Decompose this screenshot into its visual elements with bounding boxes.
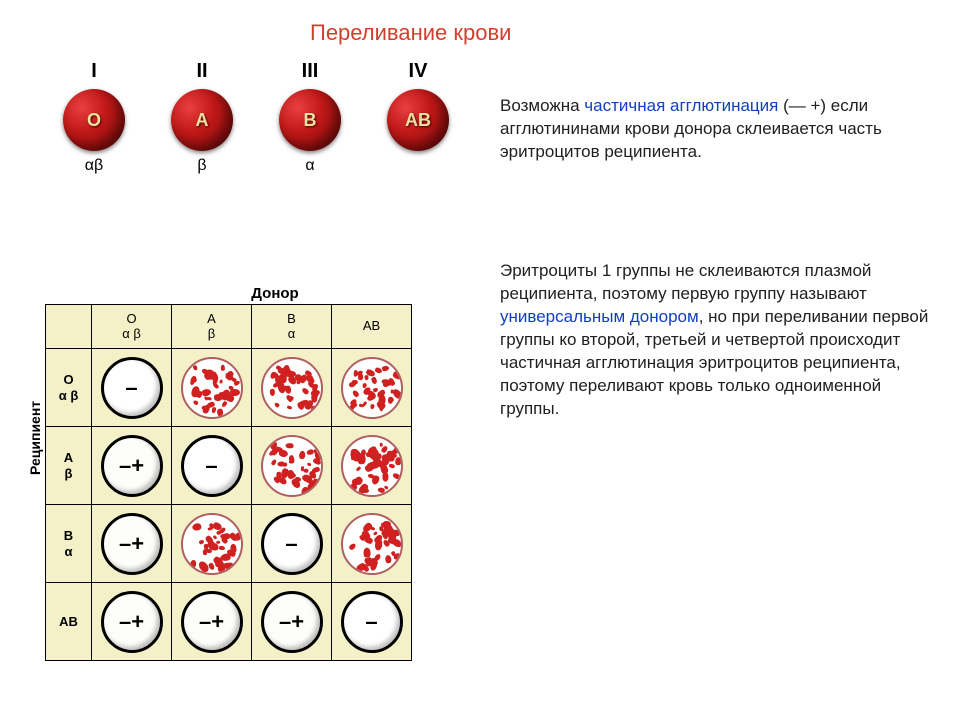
compat-cell [252, 349, 332, 427]
no-agglutination-icon: – [101, 357, 163, 419]
compat-cell [332, 427, 412, 505]
blood-type-column: IOαβ [55, 60, 133, 175]
erythrocyte-icon: AB [387, 89, 449, 151]
p2-highlight: универсальным донором [500, 307, 699, 326]
roman-numeral: II [196, 60, 207, 83]
partial-agglutination-icon: –+ [181, 591, 243, 653]
donor-column-head: Oα β [92, 305, 172, 349]
paragraph-partial-agglutination: Возможна частичная агглютинация (— +) ес… [500, 95, 930, 164]
partial-agglutination-icon: –+ [101, 591, 163, 653]
partial-agglutination-icon: –+ [101, 513, 163, 575]
compat-cell [172, 505, 252, 583]
agglutination-speckles [343, 515, 401, 573]
full-agglutination-icon [261, 357, 323, 419]
donor-axis-label: Донор [45, 285, 445, 302]
paragraph-universal-donor: Эритроциты 1 группы не склеиваются плазм… [500, 260, 930, 421]
partial-agglutination-icon: –+ [101, 435, 163, 497]
blood-type-column: II Aβ [163, 60, 241, 175]
agglutination-speckles [343, 437, 401, 495]
recipient-row-head: Aβ [46, 427, 92, 505]
erythrocyte-icon: B [279, 89, 341, 151]
no-agglutination-icon: – [341, 591, 403, 653]
compat-cell: – [332, 583, 412, 661]
compat-cell: –+ [92, 505, 172, 583]
no-agglutination-icon: – [181, 435, 243, 497]
erythrocyte-icon: O [63, 89, 125, 151]
roman-numeral: IV [409, 60, 428, 83]
compat-cell [332, 349, 412, 427]
full-agglutination-icon [341, 357, 403, 419]
compat-cell [332, 505, 412, 583]
recipient-row-head: Bα [46, 505, 92, 583]
agglutination-speckles [183, 515, 241, 573]
recipient-row-head: AB [46, 583, 92, 661]
recipient-axis-label: Реципиент [27, 401, 43, 475]
compatibility-table-wrapper: Донор Реципиент Oα βAβBαABOα β–Aβ–+–Bα–+… [45, 285, 445, 661]
compat-cell [252, 427, 332, 505]
no-agglutination-icon: – [261, 513, 323, 575]
donor-column-head: AB [332, 305, 412, 349]
agglutination-speckles [263, 359, 321, 417]
full-agglutination-icon [181, 513, 243, 575]
recipient-row-head: Oα β [46, 349, 92, 427]
p2-pre: Эритроциты 1 группы не склеиваются плазм… [500, 261, 871, 303]
compat-cell: –+ [92, 583, 172, 661]
compat-cell: –+ [172, 583, 252, 661]
compat-cell: – [252, 505, 332, 583]
table-corner [46, 305, 92, 349]
compat-cell: –+ [252, 583, 332, 661]
agglutination-speckles [183, 359, 241, 417]
agglutinin-label: β [197, 157, 206, 175]
blood-type-column: III Bα [271, 60, 349, 175]
full-agglutination-icon [341, 435, 403, 497]
full-agglutination-icon [181, 357, 243, 419]
full-agglutination-icon [341, 513, 403, 575]
erythrocyte-icon: A [171, 89, 233, 151]
blood-type-column: IV AB [379, 60, 457, 175]
agglutination-speckles [263, 437, 321, 495]
compat-cell [172, 349, 252, 427]
compat-cell: – [172, 427, 252, 505]
full-agglutination-icon [261, 435, 323, 497]
donor-column-head: Aβ [172, 305, 252, 349]
compat-cell: –+ [92, 427, 172, 505]
donor-column-head: Bα [252, 305, 332, 349]
compat-cell: – [92, 349, 172, 427]
roman-numeral: I [91, 60, 97, 83]
agglutinin-label: αβ [85, 157, 103, 175]
blood-types-row: IOαβ II Aβ III Bα IV AB [55, 60, 457, 175]
p1-highlight: частичная агглютинация [584, 96, 778, 115]
p1-pre: Возможна [500, 96, 584, 115]
agglutination-speckles [343, 359, 401, 417]
agglutinin-label: α [305, 157, 314, 175]
page-title: Переливание крови [310, 20, 511, 46]
partial-agglutination-icon: –+ [261, 591, 323, 653]
roman-numeral: III [302, 60, 319, 83]
compatibility-table: Oα βAβBαABOα β–Aβ–+–Bα–+–AB–+–+–+– [45, 304, 412, 661]
